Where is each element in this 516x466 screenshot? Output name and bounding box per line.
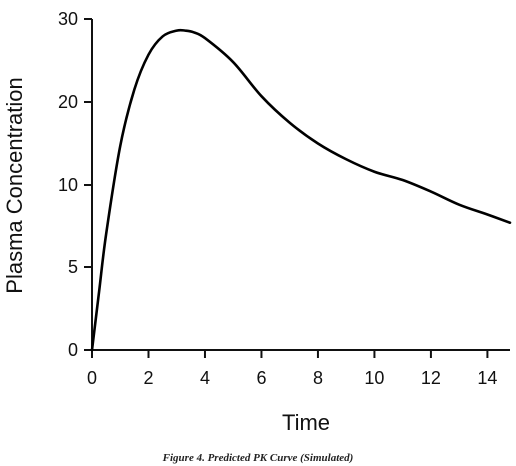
x-tick-label: 4: [200, 368, 210, 388]
y-tick-label: 5: [68, 257, 78, 277]
y-axis-title: Plasma Concentration: [2, 77, 27, 293]
x-tick-label: 6: [256, 368, 266, 388]
concentration-curve: [90, 28, 512, 352]
x-tick-label: 8: [313, 368, 323, 388]
y-tick-label: 20: [58, 92, 78, 112]
series-layer: [90, 28, 512, 352]
x-tick-label: 0: [87, 368, 97, 388]
figure-caption: Figure 4. Predicted PK Curve (Simulated): [162, 452, 354, 464]
x-tick-label: 10: [364, 368, 384, 388]
y-axis-ticks: 0 5 10 20 30: [58, 9, 92, 360]
x-axis-title: Time: [282, 410, 330, 435]
x-tick-label: 12: [421, 368, 441, 388]
x-tick-label: 2: [143, 368, 153, 388]
y-tick-label: 0: [68, 340, 78, 360]
x-tick-label: 14: [477, 368, 497, 388]
y-tick-label: 30: [58, 9, 78, 29]
x-axis-ticks: 0 2 4 6 8 10 12 14: [87, 350, 497, 388]
y-tick-label: 10: [58, 175, 78, 195]
